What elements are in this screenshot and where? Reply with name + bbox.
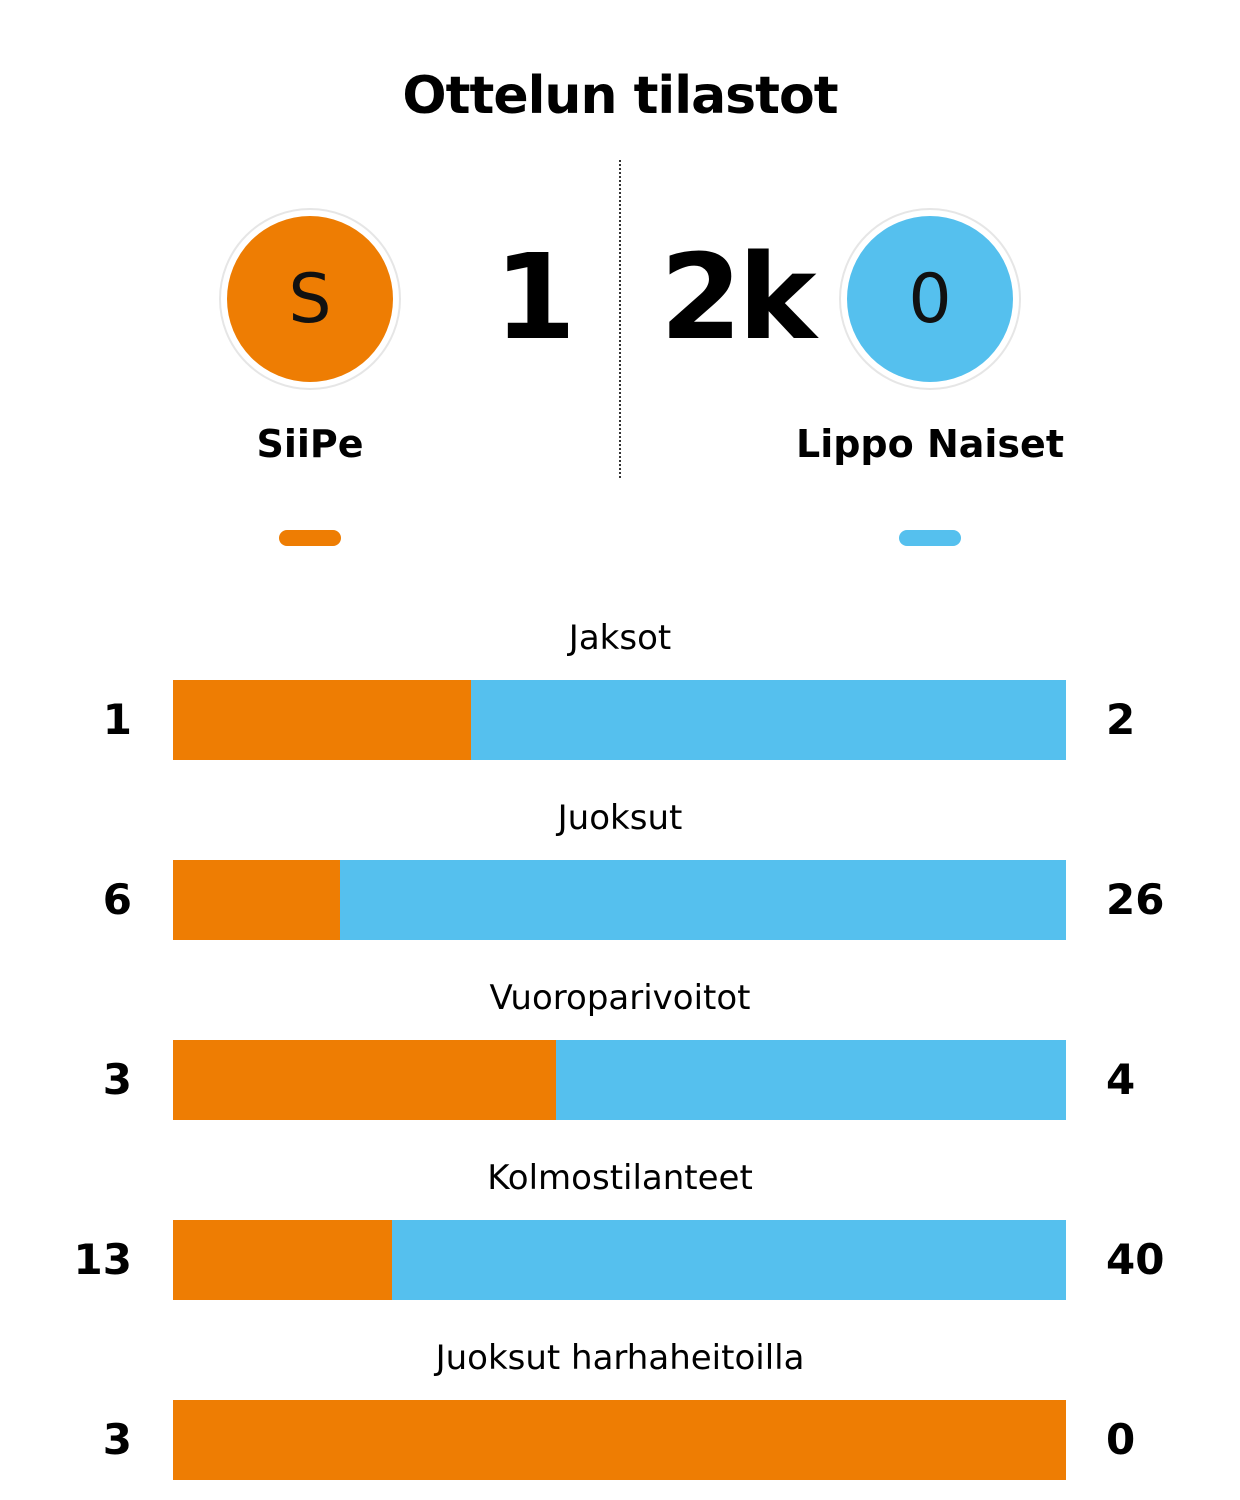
stat-label: Kolmostilanteet (487, 1158, 753, 1198)
home-bar-segment (173, 1220, 393, 1300)
stat-bar (173, 1220, 1066, 1300)
away-logo-letter: 0 (847, 216, 1013, 382)
stat-label: Vuoroparivoitot (489, 978, 751, 1018)
away-stat-value: 40 (1106, 1235, 1165, 1284)
page-title: Ottelun tilastot (402, 66, 838, 126)
stat-bar (173, 860, 1066, 940)
away-stat-value: 4 (1106, 1055, 1136, 1104)
away-bar-segment (470, 680, 1066, 760)
home-stat-value: 3 (102, 1415, 132, 1464)
home-logo: S (219, 208, 401, 390)
home-logo-letter: S (227, 216, 393, 382)
center-divider (619, 160, 621, 478)
away-stat-value: 2 (1106, 695, 1136, 744)
away-bar-segment (392, 1220, 1066, 1300)
stat-label: Juoksut harhaheitoilla (435, 1338, 805, 1378)
stat-bar (173, 1040, 1066, 1120)
away-team-name: Lippo Naiset (795, 422, 1064, 466)
stat-bar (173, 1400, 1066, 1480)
home-score: 1 (494, 228, 576, 366)
home-stat-value: 1 (102, 695, 132, 744)
home-stat-value: 3 (102, 1055, 132, 1104)
home-bar-segment (173, 680, 471, 760)
away-bar-segment (340, 860, 1066, 940)
away-stat-value: 0 (1106, 1415, 1136, 1464)
away-bar-segment (555, 1040, 1066, 1120)
away-color-marker (899, 530, 961, 546)
home-team-name: SiiPe (256, 422, 364, 466)
away-logo: 0 (839, 208, 1021, 390)
stat-label: Jaksot (568, 618, 672, 658)
stat-bar (173, 680, 1066, 760)
away-stat-value: 26 (1106, 875, 1165, 924)
stat-label: Juoksut (557, 798, 683, 838)
home-bar-segment (173, 1040, 556, 1120)
home-color-marker (279, 530, 341, 546)
home-stat-value: 13 (73, 1235, 132, 1284)
home-bar-segment (173, 1400, 1066, 1480)
home-bar-segment (173, 860, 341, 940)
home-stat-value: 6 (102, 875, 132, 924)
away-score: 2k (660, 228, 817, 366)
